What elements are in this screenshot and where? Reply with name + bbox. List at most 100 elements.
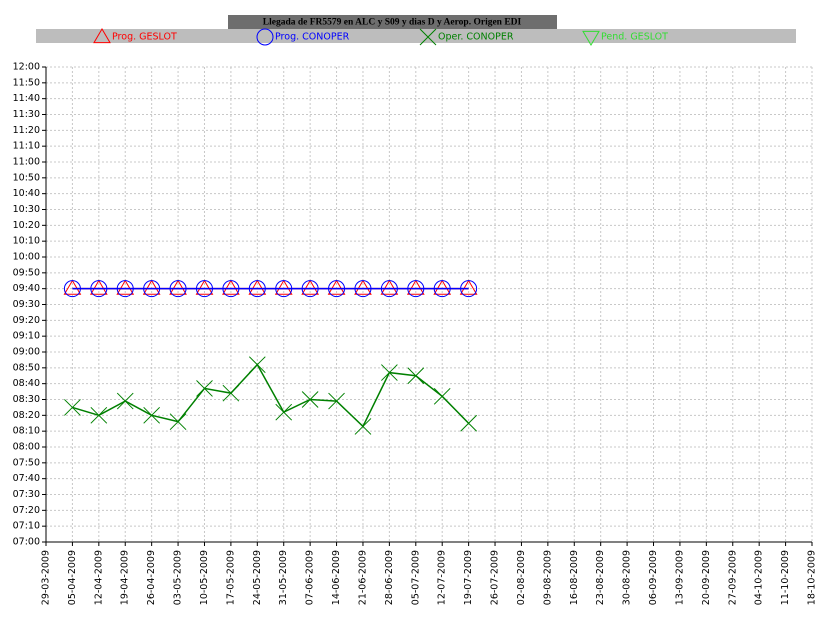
- data-marker: [89, 279, 108, 295]
- y-tick-label: 09:20: [13, 315, 40, 326]
- x-tick-label: 12-07-2009: [437, 550, 448, 605]
- chart-title: Llegada de FR5579 en ALC y S09 y dias D …: [263, 18, 522, 28]
- y-tick-label: 08:30: [13, 394, 40, 405]
- legend-box: [36, 29, 796, 43]
- data-marker: [222, 279, 240, 295]
- y-tick-label: 11:30: [13, 109, 40, 120]
- x-tick-label: 19-07-2009: [463, 550, 474, 605]
- x-tick-label: 05-04-2009: [67, 550, 78, 605]
- data-marker: [460, 280, 478, 298]
- x-tick-label: 26-04-2009: [146, 550, 157, 605]
- legend-label: Oper. CONOPER: [438, 32, 514, 43]
- y-tick-label: 09:00: [13, 347, 40, 358]
- data-marker: [116, 280, 134, 298]
- y-tick-label: 07:40: [13, 473, 40, 484]
- x-tick-label: 21-06-2009: [357, 550, 368, 605]
- x-tick-label: 04-10-2009: [754, 550, 765, 605]
- y-tick-label: 09:30: [13, 299, 40, 310]
- x-tick-label: 20-09-2009: [701, 550, 712, 605]
- x-tick-label: 09-08-2009: [542, 550, 553, 605]
- data-marker: [169, 279, 187, 295]
- data-marker: [90, 280, 108, 298]
- data-marker: [63, 279, 82, 295]
- data-marker: [275, 280, 293, 298]
- x-tick-label: 23-08-2009: [595, 550, 606, 605]
- data-marker: [407, 280, 425, 298]
- data-marker: [143, 280, 161, 298]
- x-tick-label: 24-05-2009: [252, 550, 263, 605]
- legend-marker: [93, 28, 111, 44]
- x-tick-label: 12-04-2009: [93, 550, 104, 605]
- legend-marker: [256, 28, 274, 46]
- data-marker: [90, 406, 108, 424]
- x-tick-label: 27-09-2009: [727, 550, 738, 605]
- x-tick-label: 17-05-2009: [225, 550, 236, 605]
- data-marker: [459, 279, 478, 295]
- data-marker: [222, 280, 240, 298]
- data-marker: [460, 414, 477, 432]
- data-marker: [381, 364, 398, 381]
- y-tick-label: 11:00: [13, 157, 40, 168]
- data-marker: [301, 280, 319, 298]
- data-marker: [195, 279, 214, 295]
- legend-label: Pend. GESLOT: [601, 32, 668, 43]
- data-marker: [327, 279, 346, 295]
- y-tick-label: 09:40: [13, 283, 40, 294]
- y-tick-label: 11:40: [13, 93, 40, 104]
- data-marker: [248, 356, 266, 374]
- x-tick-label: 30-08-2009: [622, 550, 633, 605]
- data-marker: [354, 418, 372, 435]
- y-tick-label: 08:50: [13, 362, 40, 373]
- x-tick-label: 19-04-2009: [120, 550, 131, 605]
- y-tick-label: 10:20: [13, 220, 40, 231]
- legend-label: Prog. CONOPER: [275, 32, 350, 43]
- x-tick-label: 03-05-2009: [173, 550, 184, 605]
- data-marker: [196, 380, 213, 397]
- data-marker: [407, 367, 425, 385]
- y-tick-label: 10:50: [13, 172, 40, 183]
- y-tick-label: 10:30: [13, 204, 40, 215]
- x-tick-label: 02-08-2009: [516, 550, 527, 605]
- x-tick-label: 31-05-2009: [278, 550, 289, 605]
- data-marker: [63, 280, 81, 298]
- y-tick-label: 10:10: [13, 236, 40, 247]
- data-marker: [248, 280, 266, 298]
- data-marker: [354, 279, 372, 295]
- x-tick-label: 11-10-2009: [780, 550, 791, 605]
- data-marker: [380, 279, 399, 295]
- y-tick-label: 07:20: [13, 505, 40, 516]
- y-tick-label: 12:00: [13, 62, 40, 73]
- y-tick-label: 09:10: [13, 331, 40, 342]
- data-marker: [301, 391, 319, 408]
- x-tick-label: 10-05-2009: [199, 550, 210, 605]
- y-tick-label: 11:50: [13, 77, 40, 88]
- y-tick-label: 07:30: [13, 489, 40, 500]
- y-tick-label: 08:10: [13, 426, 40, 437]
- y-tick-label: 07:50: [13, 457, 40, 468]
- series-line: [72, 363, 470, 428]
- y-tick-label: 08:00: [13, 442, 40, 453]
- x-tick-label: 29-03-2009: [41, 550, 52, 605]
- x-tick-label: 18-10-2009: [807, 550, 818, 605]
- y-tick-label: 11:20: [13, 125, 40, 136]
- x-tick-label: 05-07-2009: [410, 550, 421, 605]
- data-marker: [433, 387, 451, 405]
- x-tick-label: 16-08-2009: [569, 550, 580, 605]
- y-tick-label: 07:10: [13, 521, 40, 532]
- data-marker: [143, 406, 161, 424]
- x-tick-label: 28-06-2009: [384, 550, 395, 605]
- x-tick-label: 14-06-2009: [331, 550, 342, 605]
- data-marker: [274, 279, 293, 295]
- data-marker: [64, 399, 81, 416]
- data-marker: [116, 392, 134, 410]
- x-tick-label: 13-09-2009: [674, 550, 685, 605]
- data-marker: [195, 280, 213, 298]
- data-marker: [275, 403, 293, 421]
- legend-label: Prog. GESLOT: [112, 32, 177, 43]
- data-marker: [328, 280, 346, 298]
- y-tick-label: 10:40: [13, 188, 40, 199]
- data-marker: [433, 279, 452, 295]
- data-marker: [222, 384, 240, 402]
- x-tick-label: 07-06-2009: [305, 550, 316, 605]
